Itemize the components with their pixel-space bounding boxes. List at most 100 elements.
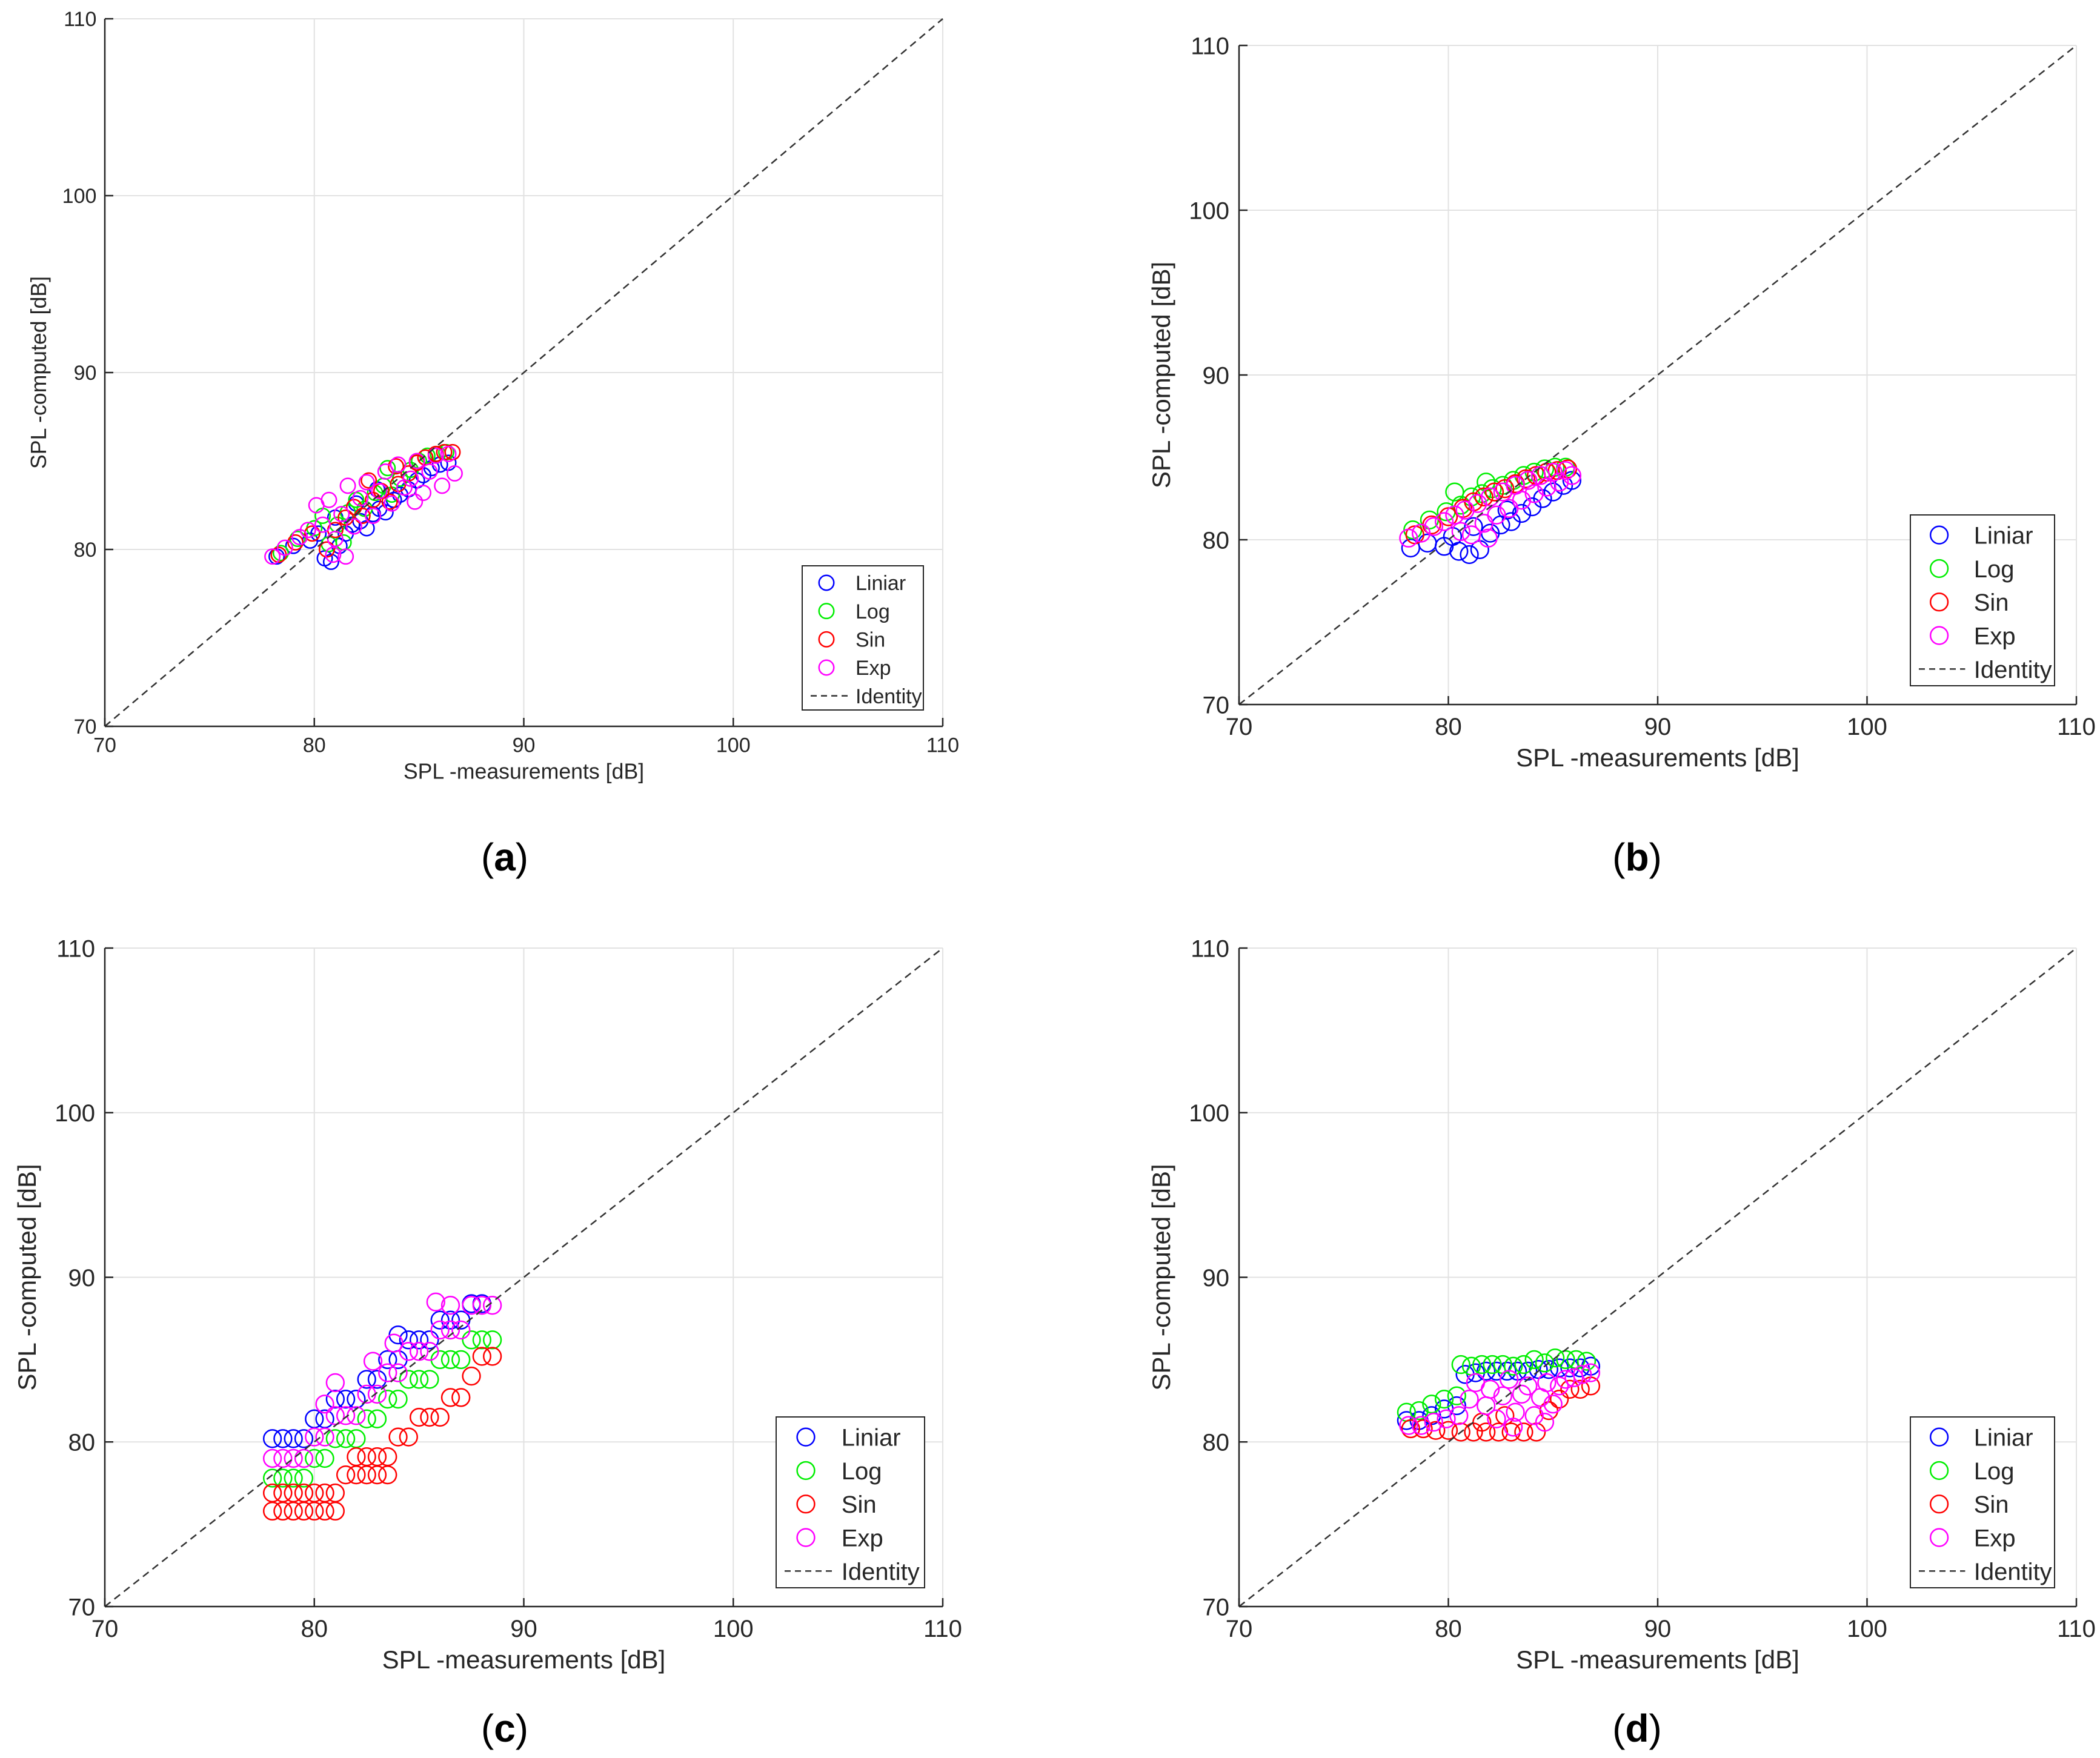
data-point	[1401, 1419, 1420, 1439]
data-point	[289, 530, 306, 547]
data-point	[1464, 517, 1483, 536]
y-tick-label: 70	[74, 715, 97, 738]
legend-label-sin: Sin	[1974, 1491, 2009, 1518]
data-point	[434, 477, 451, 494]
data-point	[354, 508, 371, 525]
data-point	[407, 493, 424, 510]
data-point	[381, 493, 398, 510]
data-point	[325, 1483, 345, 1503]
x-tick-label: 110	[926, 734, 959, 757]
data-point	[1560, 1379, 1580, 1399]
data-point	[462, 1330, 481, 1350]
y-axis-label: SPL -computed [dB]	[27, 276, 51, 469]
data-point	[315, 1448, 334, 1468]
data-point	[451, 1320, 471, 1340]
series-exp	[264, 445, 463, 565]
data-point	[399, 1330, 418, 1350]
data-point	[446, 465, 463, 482]
data-point	[1535, 1412, 1555, 1432]
data-point	[367, 1384, 387, 1404]
data-point	[1414, 1419, 1433, 1439]
data-point	[1493, 1386, 1512, 1405]
data-point	[1424, 1412, 1443, 1432]
data-point	[377, 463, 394, 480]
data-point	[451, 1388, 471, 1407]
legend-marker-liniar	[1929, 1427, 1949, 1447]
data-point	[440, 445, 457, 462]
x-tick-label: 70	[91, 1616, 119, 1642]
data-point	[358, 474, 375, 491]
data-point	[440, 1296, 460, 1315]
data-point	[1477, 1422, 1496, 1442]
legend-marker-sin	[1929, 592, 1949, 612]
data-point	[420, 1407, 439, 1427]
data-point	[367, 1370, 387, 1389]
series-log	[262, 1330, 502, 1488]
legend-label-exp: Exp	[1974, 623, 2016, 649]
data-point	[1445, 505, 1464, 525]
data-point	[262, 1468, 282, 1488]
legend-label-liniar: Liniar	[1974, 1425, 2033, 1451]
data-point	[284, 1483, 303, 1503]
legend-label-log: Log	[1974, 1458, 2015, 1485]
y-tick-label: 70	[1203, 1594, 1230, 1620]
chart-panel-a: 70 80 90 100 110 70 80 90 100 110 SPL -measurement…	[27, 8, 959, 879]
identity-line	[104, 18, 943, 727]
data-point	[1556, 461, 1575, 480]
data-point	[333, 506, 350, 523]
legend-marker-liniar	[796, 1427, 816, 1447]
data-point	[402, 470, 419, 487]
data-point	[440, 1320, 460, 1340]
y-tick-label: 80	[68, 1430, 96, 1456]
legend-label-exp: Exp	[1974, 1525, 2016, 1551]
data-point	[1543, 462, 1563, 482]
series-exp	[1399, 461, 1581, 548]
x-tick-label: 90	[510, 1616, 537, 1642]
data-point	[276, 539, 293, 556]
data-point	[1500, 1370, 1519, 1389]
x-tick-label: 90	[1644, 1616, 1672, 1642]
data-point	[310, 525, 327, 542]
legend-marker-log	[1929, 1461, 1949, 1481]
data-point	[1512, 491, 1532, 510]
data-point	[1437, 1409, 1456, 1428]
data-point	[378, 1447, 397, 1467]
legend: Liniar Log Sin Exp Identity	[1910, 514, 2055, 686]
x-axis-label: SPL -measurements [dB]	[382, 1645, 666, 1674]
data-point	[1530, 466, 1550, 485]
data-point	[1399, 528, 1418, 548]
data-point	[430, 1310, 450, 1330]
data-point	[273, 1483, 293, 1503]
y-tick-label: 110	[64, 8, 96, 31]
x-tick-label: 110	[923, 1616, 962, 1642]
data-point	[1478, 528, 1498, 548]
data-point	[294, 1448, 314, 1468]
legend-label-liniar: Liniar	[1974, 523, 2033, 549]
series-exp	[1399, 1363, 1601, 1437]
data-point	[472, 1330, 491, 1350]
data-point	[262, 1448, 282, 1468]
data-point	[1495, 479, 1515, 499]
legend-marker-log	[796, 1461, 816, 1481]
data-point	[440, 1350, 460, 1370]
legend-label-log: Log	[1974, 556, 2015, 583]
legend-marker-exp	[1929, 626, 1949, 645]
data-point	[352, 489, 369, 506]
data-point	[1556, 1350, 1575, 1370]
legend-marker-sin	[1929, 1494, 1949, 1514]
data-point	[1409, 1401, 1429, 1421]
data-point	[1422, 1395, 1441, 1414]
data-point	[287, 534, 304, 551]
data-point	[336, 1465, 356, 1485]
x-tick-label: 70	[93, 734, 116, 757]
y-tick-label: 80	[1203, 1430, 1230, 1456]
data-point	[1524, 1406, 1544, 1425]
data-point	[409, 1407, 429, 1427]
data-point	[315, 1427, 334, 1447]
y-tick-label: 80	[74, 539, 97, 562]
legend-marker-log	[1929, 559, 1949, 579]
data-point	[472, 1296, 491, 1315]
data-point	[1506, 1402, 1525, 1422]
x-tick-label: 70	[1226, 1616, 1253, 1642]
data-point	[482, 1347, 502, 1366]
